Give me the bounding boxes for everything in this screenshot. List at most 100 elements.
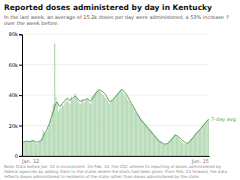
bar — [195, 133, 196, 156]
bars — [22, 43, 209, 155]
bar — [155, 136, 156, 156]
bar — [203, 125, 204, 156]
bar — [41, 138, 42, 155]
bar — [127, 100, 128, 156]
bar — [87, 100, 88, 156]
y-axis: 020k40k60k80k — [9, 31, 23, 159]
y-tick-mark — [19, 156, 22, 157]
bar — [194, 135, 195, 156]
y-tick-label: 0 — [15, 153, 18, 159]
bar — [27, 141, 28, 155]
grid-line — [22, 34, 209, 35]
bar — [204, 123, 205, 156]
bar — [107, 100, 108, 156]
x-annotation: Jan. 12 — [21, 158, 39, 164]
bar — [186, 144, 187, 156]
bar — [78, 103, 79, 156]
bar — [94, 94, 95, 156]
bar — [187, 143, 188, 156]
bar — [160, 141, 161, 155]
bar — [176, 135, 177, 156]
bar — [80, 104, 81, 156]
bar — [76, 97, 77, 156]
bar — [108, 103, 109, 156]
bar — [172, 137, 173, 156]
bar — [181, 141, 182, 155]
bar — [75, 94, 76, 156]
y-tick: 0 — [15, 153, 22, 159]
y-tick-label: 40k — [9, 92, 18, 98]
bar — [89, 103, 90, 156]
y-tick: 80k — [9, 31, 22, 37]
y-tick-mark — [19, 65, 22, 66]
bar — [63, 106, 64, 156]
bar — [101, 94, 102, 156]
bar — [62, 104, 63, 156]
bar — [34, 141, 35, 155]
bar — [31, 141, 32, 156]
bar — [42, 130, 43, 156]
bar — [191, 138, 192, 155]
bar — [148, 127, 149, 156]
bar — [121, 89, 122, 156]
bar — [205, 122, 206, 156]
y-tick: 60k — [9, 62, 22, 68]
bar — [122, 92, 123, 156]
bar — [185, 145, 186, 156]
bar — [46, 132, 47, 156]
bar — [81, 101, 82, 156]
bar — [123, 94, 124, 156]
bar — [139, 116, 140, 156]
bar — [36, 144, 37, 156]
bar — [196, 132, 197, 156]
bar — [149, 129, 150, 156]
y-axis-line — [19, 35, 23, 157]
bar — [142, 121, 143, 156]
bar — [60, 107, 61, 156]
bar — [95, 92, 96, 156]
title: Reported doses administered by day in Ke… — [4, 3, 212, 12]
bar — [44, 135, 45, 156]
bar — [198, 131, 199, 156]
bar — [72, 100, 73, 156]
bar — [133, 109, 134, 156]
bar — [50, 119, 51, 155]
bar — [199, 129, 200, 156]
bar — [163, 144, 164, 156]
bar — [105, 98, 106, 156]
bar — [109, 104, 110, 156]
bar — [59, 109, 60, 156]
bar — [25, 141, 26, 156]
bar — [189, 141, 190, 155]
y-tick-mark — [19, 34, 22, 35]
bar — [128, 101, 129, 156]
bar — [180, 140, 181, 156]
bar — [69, 104, 70, 156]
bar — [158, 139, 159, 156]
bar — [85, 101, 86, 156]
bar — [168, 141, 169, 155]
note-line: reflects doses administered to residents… — [4, 174, 200, 179]
bar — [77, 100, 78, 156]
bar — [86, 98, 87, 156]
bar — [183, 144, 184, 156]
bar — [146, 126, 147, 156]
bar — [141, 119, 142, 155]
bar — [167, 143, 168, 156]
bar — [201, 126, 202, 156]
bar — [28, 142, 29, 156]
bar — [32, 140, 33, 156]
bar — [40, 140, 41, 156]
bar — [35, 143, 36, 156]
bar — [132, 107, 133, 156]
bar — [150, 130, 151, 156]
bar — [182, 143, 183, 156]
line-label: 7-day avg — [211, 116, 236, 123]
bar — [165, 144, 166, 156]
bar — [103, 95, 104, 156]
x-annotation: Jun. 15 — [191, 158, 209, 164]
bar — [49, 124, 50, 156]
bar — [23, 143, 24, 156]
bar — [162, 143, 163, 156]
bar — [118, 92, 119, 156]
